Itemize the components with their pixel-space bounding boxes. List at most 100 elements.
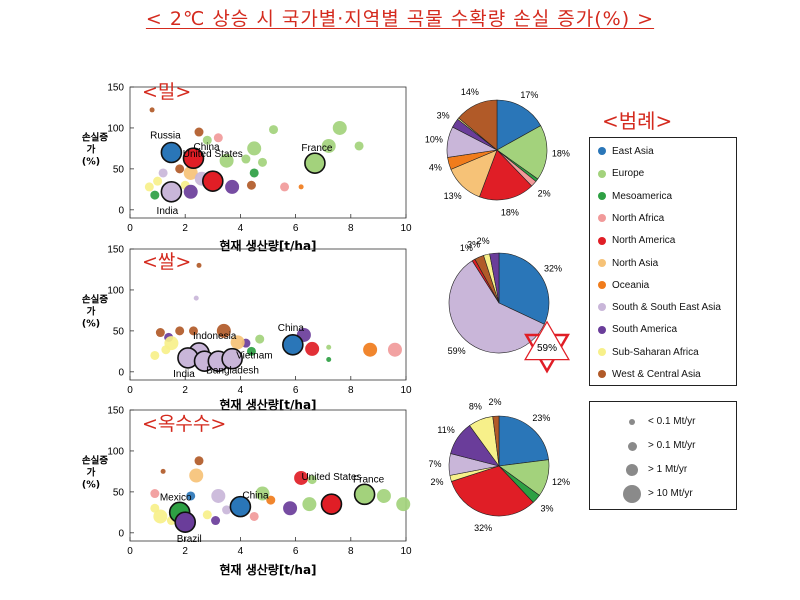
x-tick-label: 6 xyxy=(293,385,299,396)
data-point xyxy=(183,184,198,199)
pie-label: 59% xyxy=(537,343,557,354)
size-legend-label: < 0.1 Mt/yr xyxy=(648,416,696,427)
pie-label: 2% xyxy=(477,236,490,246)
x-tick-label: 0 xyxy=(127,385,133,396)
y-tick-label: 100 xyxy=(107,123,124,134)
data-point xyxy=(320,493,343,515)
legend-title: <범례> xyxy=(602,109,673,133)
data-point xyxy=(150,350,160,360)
pie-label: 59% xyxy=(448,346,466,356)
point-label: Mexico xyxy=(160,492,192,503)
highlight-star-fill xyxy=(526,323,568,359)
data-point xyxy=(321,138,336,153)
data-point xyxy=(211,488,226,503)
legend-label: East Asia xyxy=(612,146,654,157)
legend-swatch xyxy=(598,214,606,223)
x-tick-label: 8 xyxy=(348,385,354,396)
legend-label: Sub-Saharan Africa xyxy=(612,346,699,358)
x-axis-label: 현재 생산량[t/ha] xyxy=(219,562,316,577)
pie-chart: 17% 18% 2% 18% 13% 4% 10% 3% 14% xyxy=(425,87,570,218)
data-point xyxy=(326,357,332,363)
data-point xyxy=(269,125,279,135)
legend-swatch xyxy=(598,325,606,334)
legend-item: East Asia xyxy=(598,146,654,157)
point-label: Russia xyxy=(150,131,181,142)
size-legend-label: > 0.1 Mt/yr xyxy=(648,440,696,451)
x-tick-label: 4 xyxy=(238,546,244,557)
point-label: United States xyxy=(301,472,361,483)
y-tick-label: 50 xyxy=(113,487,125,498)
pie-label: 14% xyxy=(461,87,479,97)
x-tick-label: 10 xyxy=(400,385,412,396)
data-point xyxy=(241,154,251,164)
plot-frame xyxy=(129,409,407,542)
pie-label: 2% xyxy=(538,188,551,198)
y-tick-label: 0 xyxy=(118,367,124,378)
data-point xyxy=(302,497,317,512)
data-point xyxy=(229,495,252,518)
data-point xyxy=(175,326,185,336)
pie-slice xyxy=(498,415,549,467)
point-label: India xyxy=(157,206,179,217)
pie-label: 13% xyxy=(444,191,462,201)
pie-chart: 23% 12% 3% 32% 2% 7% 11% 8% 2% xyxy=(429,397,570,533)
data-point xyxy=(194,456,204,466)
legend-label: Mesoamerica xyxy=(612,190,673,202)
point-label: China xyxy=(193,142,220,153)
data-point xyxy=(282,333,304,356)
data-point xyxy=(183,165,198,180)
panel-3: 0 50 100 150 0 2 4 6 8 10 현재 생산량[t/ha] 손실증 가 (%) <옥수수>… xyxy=(82,397,570,577)
x-tick-label: 4 xyxy=(238,223,244,234)
point-label: United States xyxy=(183,149,243,160)
pie-label: 2% xyxy=(431,477,444,487)
data-point xyxy=(246,346,256,356)
data-point xyxy=(307,475,317,485)
pie-label: 11% xyxy=(437,425,454,435)
pie-label: 23% xyxy=(532,413,550,423)
data-point xyxy=(222,505,232,515)
x-tick-label: 4 xyxy=(238,385,244,396)
legend-label: North Asia xyxy=(612,257,659,269)
data-point xyxy=(182,147,205,170)
data-point xyxy=(153,176,163,186)
point-label: France xyxy=(301,143,333,154)
data-point xyxy=(283,501,298,516)
pie-slice xyxy=(492,415,500,467)
point-label: China xyxy=(242,491,269,502)
legend-swatch xyxy=(598,191,606,200)
pie-label: 1% xyxy=(460,243,473,253)
y-tick-label: 50 xyxy=(113,164,125,175)
pie-chart: 32% 59% 1%3%2% 59% xyxy=(448,236,570,374)
point-label: Brazil xyxy=(177,534,202,545)
y-tick-label: 0 xyxy=(118,528,124,539)
y-tick-label: 150 xyxy=(107,245,124,256)
legend-box: East Asia Europe Mesoamerica North Africa No… xyxy=(589,137,737,386)
pie-slice xyxy=(496,99,542,151)
data-point xyxy=(202,135,212,145)
pie-slice xyxy=(489,252,500,304)
x-tick-label: 0 xyxy=(127,223,133,234)
data-point xyxy=(363,342,378,357)
x-tick-label: 6 xyxy=(293,223,299,234)
legend-item: West & Central Asia xyxy=(598,369,701,380)
pie-label: 10% xyxy=(425,135,443,145)
point-label: India xyxy=(173,369,195,380)
data-point xyxy=(194,127,204,137)
legend-swatch xyxy=(598,258,606,267)
point-label: Vietnam xyxy=(236,351,273,362)
plot-frame xyxy=(129,248,407,381)
pie-label: 2% xyxy=(488,397,501,407)
legend-item: South & South East Asia xyxy=(598,302,721,313)
data-point xyxy=(160,141,183,164)
y-axis-label: 손실증 가 (%) xyxy=(82,455,108,491)
data-point xyxy=(149,107,155,113)
x-tick-label: 6 xyxy=(293,546,299,557)
data-point xyxy=(247,141,262,156)
pie-slice xyxy=(458,99,498,151)
data-point xyxy=(193,295,199,301)
data-point xyxy=(196,262,202,268)
size-legend-dot xyxy=(627,441,637,451)
legend-swatch xyxy=(598,147,606,156)
size-legend-dot xyxy=(629,419,635,425)
